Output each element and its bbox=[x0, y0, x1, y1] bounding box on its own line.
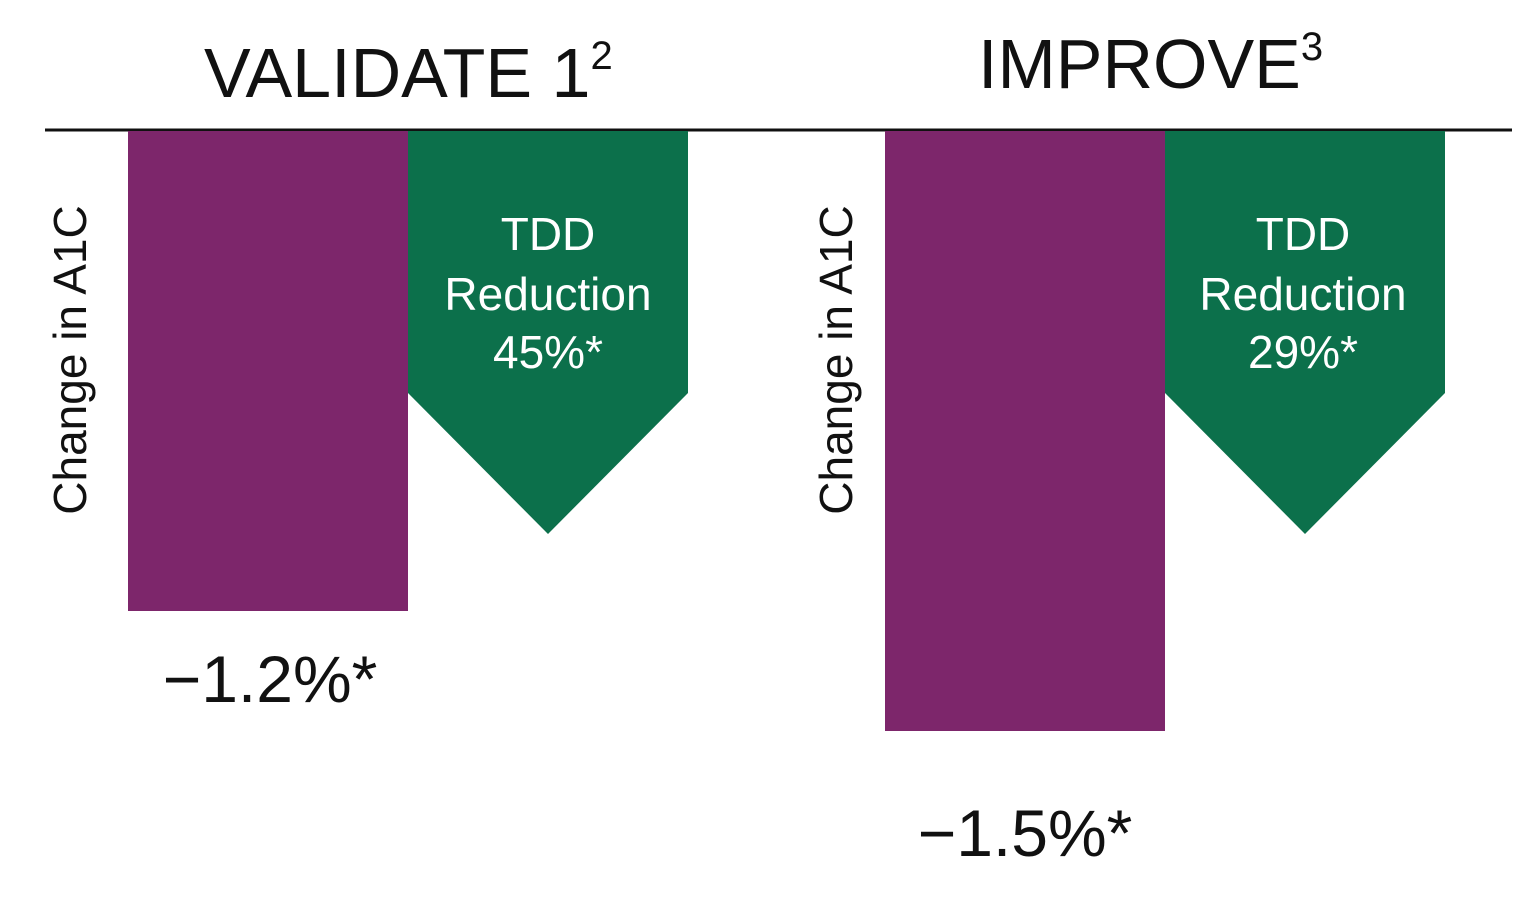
a1c-value-label: −1.5%* bbox=[918, 796, 1133, 870]
tdd-label-line: 29%* bbox=[1248, 326, 1358, 378]
panel-title: VALIDATE 12 bbox=[204, 34, 613, 112]
a1c-bar bbox=[885, 131, 1165, 731]
tdd-reduction-arrow bbox=[408, 131, 688, 534]
a1c-value-label: −1.2%* bbox=[163, 642, 378, 716]
tdd-reduction-arrow bbox=[1165, 131, 1445, 534]
y-axis-label: Change in A1C bbox=[44, 205, 96, 514]
panel-improve: IMPROVE3 Change in A1C TDD Reduction 29%… bbox=[810, 25, 1445, 870]
y-axis-label: Change in A1C bbox=[810, 205, 862, 514]
panel-validate-1: VALIDATE 12 Change in A1C TDD Reduction … bbox=[44, 34, 688, 716]
tdd-label-line: TDD bbox=[501, 208, 596, 260]
tdd-label-line: Reduction bbox=[1199, 268, 1406, 320]
tdd-label-line: 45%* bbox=[493, 326, 603, 378]
panel-title: IMPROVE3 bbox=[978, 25, 1323, 103]
tdd-label-line: TDD bbox=[1256, 208, 1351, 260]
a1c-bar bbox=[128, 131, 408, 611]
tdd-label-line: Reduction bbox=[444, 268, 651, 320]
